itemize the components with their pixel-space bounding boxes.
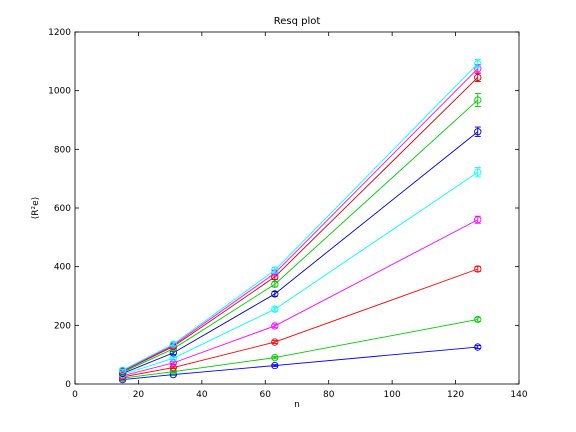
- x-axis-label: n: [294, 400, 300, 410]
- series-line-7: [123, 100, 478, 372]
- x-tick-label: 120: [447, 390, 464, 400]
- x-tick-label: 0: [72, 390, 78, 400]
- x-tick-label: 80: [323, 390, 335, 400]
- chart-title: Resq plot: [274, 16, 321, 27]
- series-line-10: [123, 64, 478, 371]
- y-tick-label: 1200: [48, 28, 71, 38]
- plot-area: 0 20 40 60 80 100 120 140 0 200 400 600 800 1000 1200: [48, 28, 528, 400]
- y-tick-label: 400: [54, 263, 71, 273]
- x-tick-label: 60: [260, 390, 272, 400]
- x-tick-label: 140: [510, 390, 527, 400]
- y-tick-label: 1000: [48, 87, 71, 97]
- series-line-9: [123, 69, 478, 371]
- x-tick-label: 100: [384, 390, 401, 400]
- y-tick-label: 800: [54, 145, 71, 155]
- x-tick-label: 20: [133, 390, 145, 400]
- series-line-8: [123, 77, 478, 371]
- y-tick-label: 200: [54, 321, 71, 331]
- y-axis-label: ⟨R²e⟩: [31, 197, 41, 219]
- y-tick-label: 600: [54, 204, 71, 214]
- x-tick-label: 40: [196, 390, 208, 400]
- plot-frame: [75, 32, 519, 384]
- y-tick-label: 0: [65, 380, 71, 390]
